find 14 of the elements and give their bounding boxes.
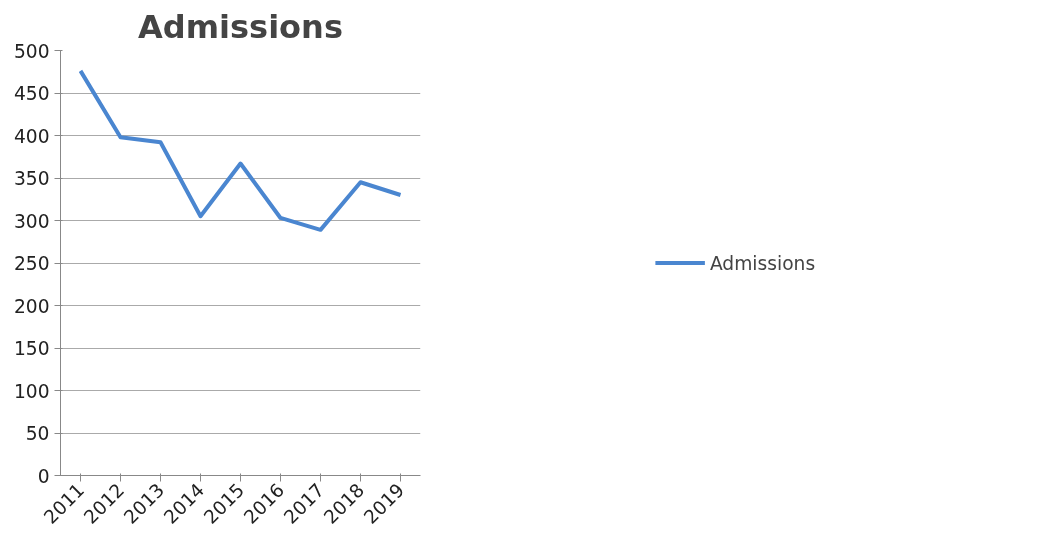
y-tick-label: 350 — [13, 168, 50, 189]
y-tick-label: 450 — [13, 83, 50, 104]
legend-label: Admissions — [709, 252, 816, 273]
y-tick-label: 400 — [13, 125, 50, 147]
y-tick-label: 0 — [37, 465, 50, 487]
y-tick-label: 250 — [13, 253, 50, 274]
y-tick-label: 100 — [13, 380, 50, 402]
y-tick-label: 300 — [13, 210, 50, 232]
y-tick-label: 500 — [13, 40, 50, 62]
chart-title: Admissions — [138, 7, 343, 46]
line-series — [78, 68, 403, 232]
y-tick-label: 50 — [25, 423, 50, 444]
y-tick-label: 200 — [13, 295, 50, 317]
y-tick-label: 150 — [13, 338, 50, 359]
